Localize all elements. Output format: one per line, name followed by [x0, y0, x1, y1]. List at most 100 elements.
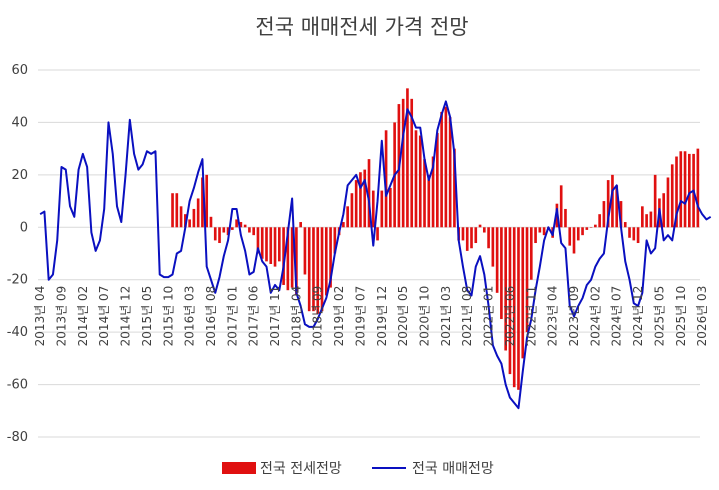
bar — [568, 227, 572, 246]
bar — [316, 227, 320, 314]
bar — [444, 106, 448, 228]
bar — [461, 227, 465, 241]
bar — [487, 227, 490, 249]
y-tick-label: -40 — [7, 325, 28, 340]
x-tick-label: 2013년 04 — [33, 286, 47, 347]
y-tick-label: 60 — [11, 63, 28, 78]
bar — [508, 227, 512, 375]
x-tick-label: 2024년 12 — [631, 286, 645, 347]
x-tick-label: 2019년 02 — [332, 286, 346, 347]
bar — [683, 151, 687, 228]
bar — [440, 111, 443, 228]
x-tick-label: 2026년 03 — [695, 286, 709, 347]
gridlines — [38, 69, 700, 438]
y-tick-label: 0 — [20, 220, 28, 235]
bar — [401, 98, 405, 228]
bar — [376, 227, 379, 241]
bar — [619, 201, 623, 228]
bar — [312, 227, 315, 312]
bar — [205, 174, 209, 228]
x-tick-label: 2021년 03 — [439, 286, 453, 347]
bar — [538, 227, 542, 233]
line-path — [39, 100, 712, 410]
bar — [418, 135, 422, 228]
x-tick-label: 2014년 07 — [97, 286, 111, 347]
bar — [363, 169, 367, 228]
bar — [636, 227, 640, 244]
bar — [482, 227, 486, 233]
bar — [226, 227, 230, 236]
bar — [470, 227, 473, 249]
bar — [333, 227, 337, 254]
bar — [521, 227, 525, 359]
x-tick-label: 2020년 10 — [418, 286, 432, 347]
bar — [286, 227, 290, 291]
bar — [252, 227, 256, 236]
bar — [303, 227, 307, 275]
bar — [320, 227, 324, 312]
bar — [384, 130, 388, 228]
bar — [235, 219, 238, 228]
x-tick-label: 2022년 11 — [524, 286, 538, 347]
bar — [209, 216, 213, 228]
bar — [474, 227, 478, 244]
bar — [248, 227, 251, 233]
bar — [589, 227, 593, 228]
bar — [269, 227, 273, 264]
x-tick-label: 2017년 11 — [268, 286, 282, 347]
x-tick-label: 2016년 08 — [204, 286, 218, 347]
bar — [465, 227, 469, 251]
bar — [478, 224, 482, 228]
bar — [679, 151, 683, 228]
bar — [641, 206, 644, 228]
bar — [171, 193, 174, 228]
bar — [175, 193, 179, 228]
bar — [448, 117, 452, 228]
bar — [406, 88, 409, 228]
bar — [688, 153, 691, 228]
x-tick-label: 2013년 09 — [54, 286, 68, 347]
bar — [649, 211, 653, 228]
bar — [525, 227, 529, 333]
x-tick-label: 2019년 07 — [353, 286, 367, 347]
bar — [324, 227, 328, 296]
bar — [389, 187, 392, 228]
bar — [256, 227, 260, 254]
bar — [427, 174, 431, 228]
bar — [585, 227, 589, 230]
x-tick-label: 2021년 08 — [460, 286, 474, 347]
bar — [371, 190, 375, 228]
x-tick-label: 2015년 10 — [161, 286, 175, 347]
bar — [380, 190, 384, 228]
x-tick-label: 2023년 04 — [546, 286, 560, 347]
y-tick-label: -80 — [7, 430, 28, 445]
bar — [265, 227, 268, 262]
x-tick-label: 2025년 10 — [674, 286, 688, 347]
legend-label-maemae: 전국 매매전망 — [412, 461, 494, 477]
y-tick-label: 20 — [11, 168, 28, 183]
x-tick-label: 2016년 03 — [183, 286, 197, 347]
bar — [290, 227, 294, 288]
bar — [645, 214, 648, 228]
bar — [564, 208, 567, 228]
bar — [414, 130, 418, 228]
bar — [213, 227, 217, 241]
bar — [504, 227, 507, 351]
bar — [231, 227, 234, 230]
bar — [410, 98, 414, 228]
chart-title: 전국 매매전세 가격 전망 — [255, 15, 468, 39]
bar — [329, 227, 332, 288]
legend: 전국 전세전망 전국 매매전망 — [222, 461, 494, 477]
bar — [611, 174, 614, 228]
bar — [495, 227, 499, 293]
x-tick-label: 2024년 07 — [610, 286, 624, 347]
bar — [628, 227, 631, 238]
legend-label-jeonse: 전국 전세전망 — [260, 461, 342, 477]
bar — [307, 227, 311, 312]
bar — [576, 227, 580, 241]
bar — [675, 156, 678, 228]
bar — [517, 227, 520, 390]
bar — [201, 177, 204, 228]
y-tick-label: 40 — [11, 115, 28, 130]
